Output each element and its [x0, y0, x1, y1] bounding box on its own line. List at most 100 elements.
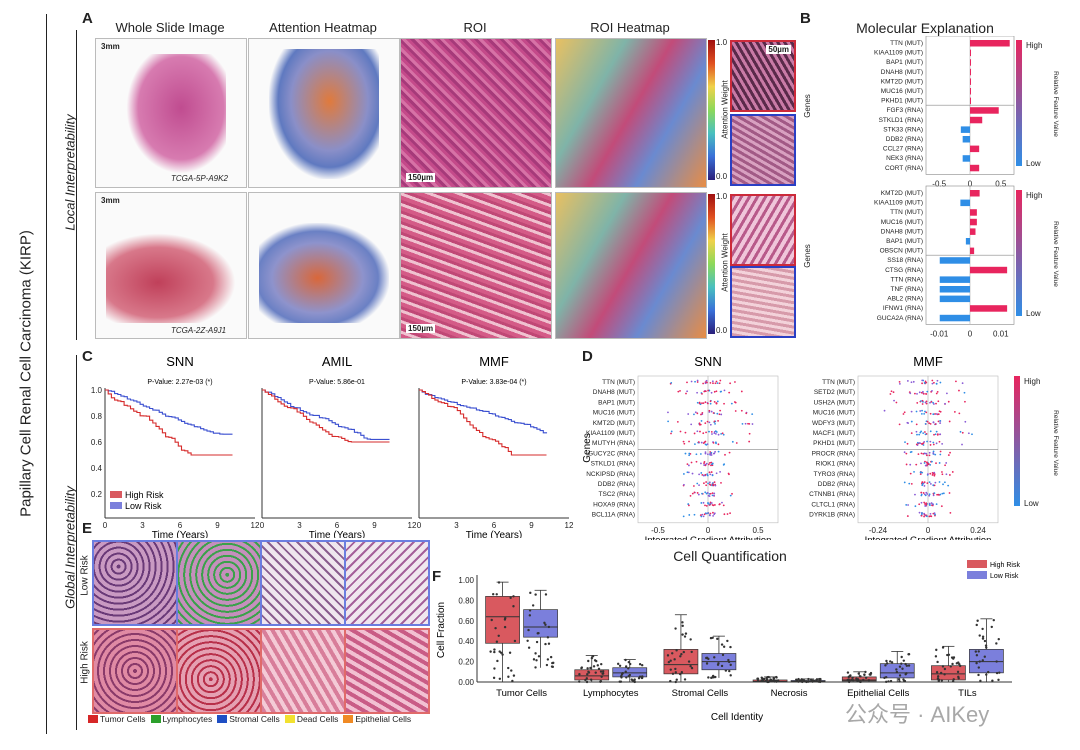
attribution-dot	[712, 484, 715, 487]
attribution-dot	[707, 512, 709, 514]
plot-title: AMIL	[322, 354, 352, 369]
cbar-low: Low	[1026, 159, 1041, 168]
attribution-dot	[715, 432, 717, 435]
data-point	[594, 671, 597, 674]
attribution-dot	[718, 503, 721, 505]
survival-curve	[262, 389, 390, 440]
attribution-dot	[929, 515, 932, 518]
attribution-dot	[915, 463, 918, 466]
cbar-label: Relative Feature Value	[1052, 71, 1059, 137]
data-point	[995, 660, 998, 663]
data-point	[543, 621, 546, 625]
data-point	[941, 665, 945, 668]
data-point	[952, 657, 955, 660]
attribution-dot	[710, 430, 713, 433]
data-point	[586, 673, 589, 676]
panel-f-letter: F	[432, 568, 442, 585]
data-point	[729, 674, 732, 677]
attribution-dot	[905, 463, 908, 466]
legend-label: Stromal Cells	[229, 714, 280, 724]
attribution-dot	[949, 511, 952, 514]
attribution-dot	[909, 392, 912, 395]
attribution-dot	[922, 492, 925, 494]
data-point	[957, 675, 960, 679]
data-point	[943, 667, 947, 671]
data-point	[936, 660, 939, 664]
patch-2b	[730, 266, 796, 338]
x-axis-label: Integrated Gradient Attribution	[865, 535, 992, 540]
attribution-dot	[693, 413, 695, 416]
data-point	[689, 665, 692, 668]
data-point	[797, 677, 800, 681]
cbar-label-2: Attention Weight	[720, 233, 730, 292]
legend-swatch	[88, 715, 98, 723]
attribution-dot	[713, 492, 716, 495]
roi-heatmap-2	[555, 192, 707, 339]
attribution-dot	[688, 440, 690, 443]
data-point	[902, 679, 906, 682]
x-tick: 6	[335, 521, 340, 530]
data-point	[904, 662, 907, 666]
attribution-dot	[708, 430, 710, 433]
data-point	[981, 627, 984, 631]
attribution-dot	[920, 513, 923, 516]
gene-label: KIAA1109 (MUT)	[586, 430, 635, 437]
data-point	[690, 666, 694, 670]
attribution-dot	[715, 380, 718, 383]
attribution-dot	[932, 413, 935, 416]
y-tick: 1.0	[91, 386, 103, 395]
attribution-dot	[925, 393, 928, 395]
gene-label: MACF1 (MUT)	[813, 430, 855, 437]
attribution-dot	[688, 464, 690, 467]
attribution-dot	[939, 493, 942, 496]
data-point	[728, 669, 731, 673]
panel-a-letter: A	[82, 10, 93, 27]
header-roi: ROI	[463, 20, 487, 35]
data-point	[549, 655, 553, 659]
attribution-dot	[729, 494, 732, 497]
attribution-dot	[926, 482, 929, 485]
gene-label: PKHD1 (MUT)	[881, 98, 923, 105]
attribution-dot	[919, 473, 922, 476]
attribution-dot	[734, 381, 736, 383]
data-point	[851, 676, 854, 679]
attribution-dot	[933, 512, 936, 515]
data-point	[934, 655, 938, 658]
attribution-dot	[720, 413, 723, 416]
data-point	[884, 680, 888, 684]
data-point	[898, 674, 902, 677]
attribution-dot	[918, 511, 921, 514]
attribution-dot	[934, 423, 937, 425]
gene-label: HOXA9 (RNA)	[593, 501, 635, 508]
attribution-dot	[748, 432, 751, 435]
data-point	[770, 679, 774, 683]
data-point	[895, 668, 898, 671]
data-point	[985, 646, 988, 649]
attribution-dot	[939, 433, 942, 436]
data-point	[495, 640, 499, 643]
attribution-dot	[708, 471, 711, 474]
attribution-dot	[909, 451, 912, 454]
gene-label: TTN (MUT)	[890, 40, 923, 47]
attribution-dot	[679, 430, 682, 433]
attribution-dot	[688, 504, 690, 507]
gene-label: DNAH8 (MUT)	[881, 69, 923, 76]
data-point	[489, 650, 492, 653]
attribution-dot	[696, 391, 699, 394]
attribution-dot	[912, 380, 915, 383]
legend-swatch-low	[110, 502, 122, 509]
box	[612, 667, 648, 678]
attribution-dot	[694, 443, 696, 446]
attribution-dot	[922, 452, 925, 455]
attribution-dot	[706, 453, 709, 456]
data-point	[509, 596, 512, 600]
attribution-dot	[695, 453, 698, 456]
attribution-dot	[713, 504, 716, 506]
cell-type-legend: Tumor Cells Lymphocytes Stromal Cells Dead …	[88, 714, 433, 724]
data-point	[671, 672, 675, 676]
data-point	[905, 664, 909, 667]
cbar-bottom-1: 0.0	[716, 172, 728, 181]
data-point	[722, 645, 726, 648]
gene-label: BCL11A (RNA)	[592, 512, 635, 519]
sidebar-divider	[46, 14, 47, 734]
